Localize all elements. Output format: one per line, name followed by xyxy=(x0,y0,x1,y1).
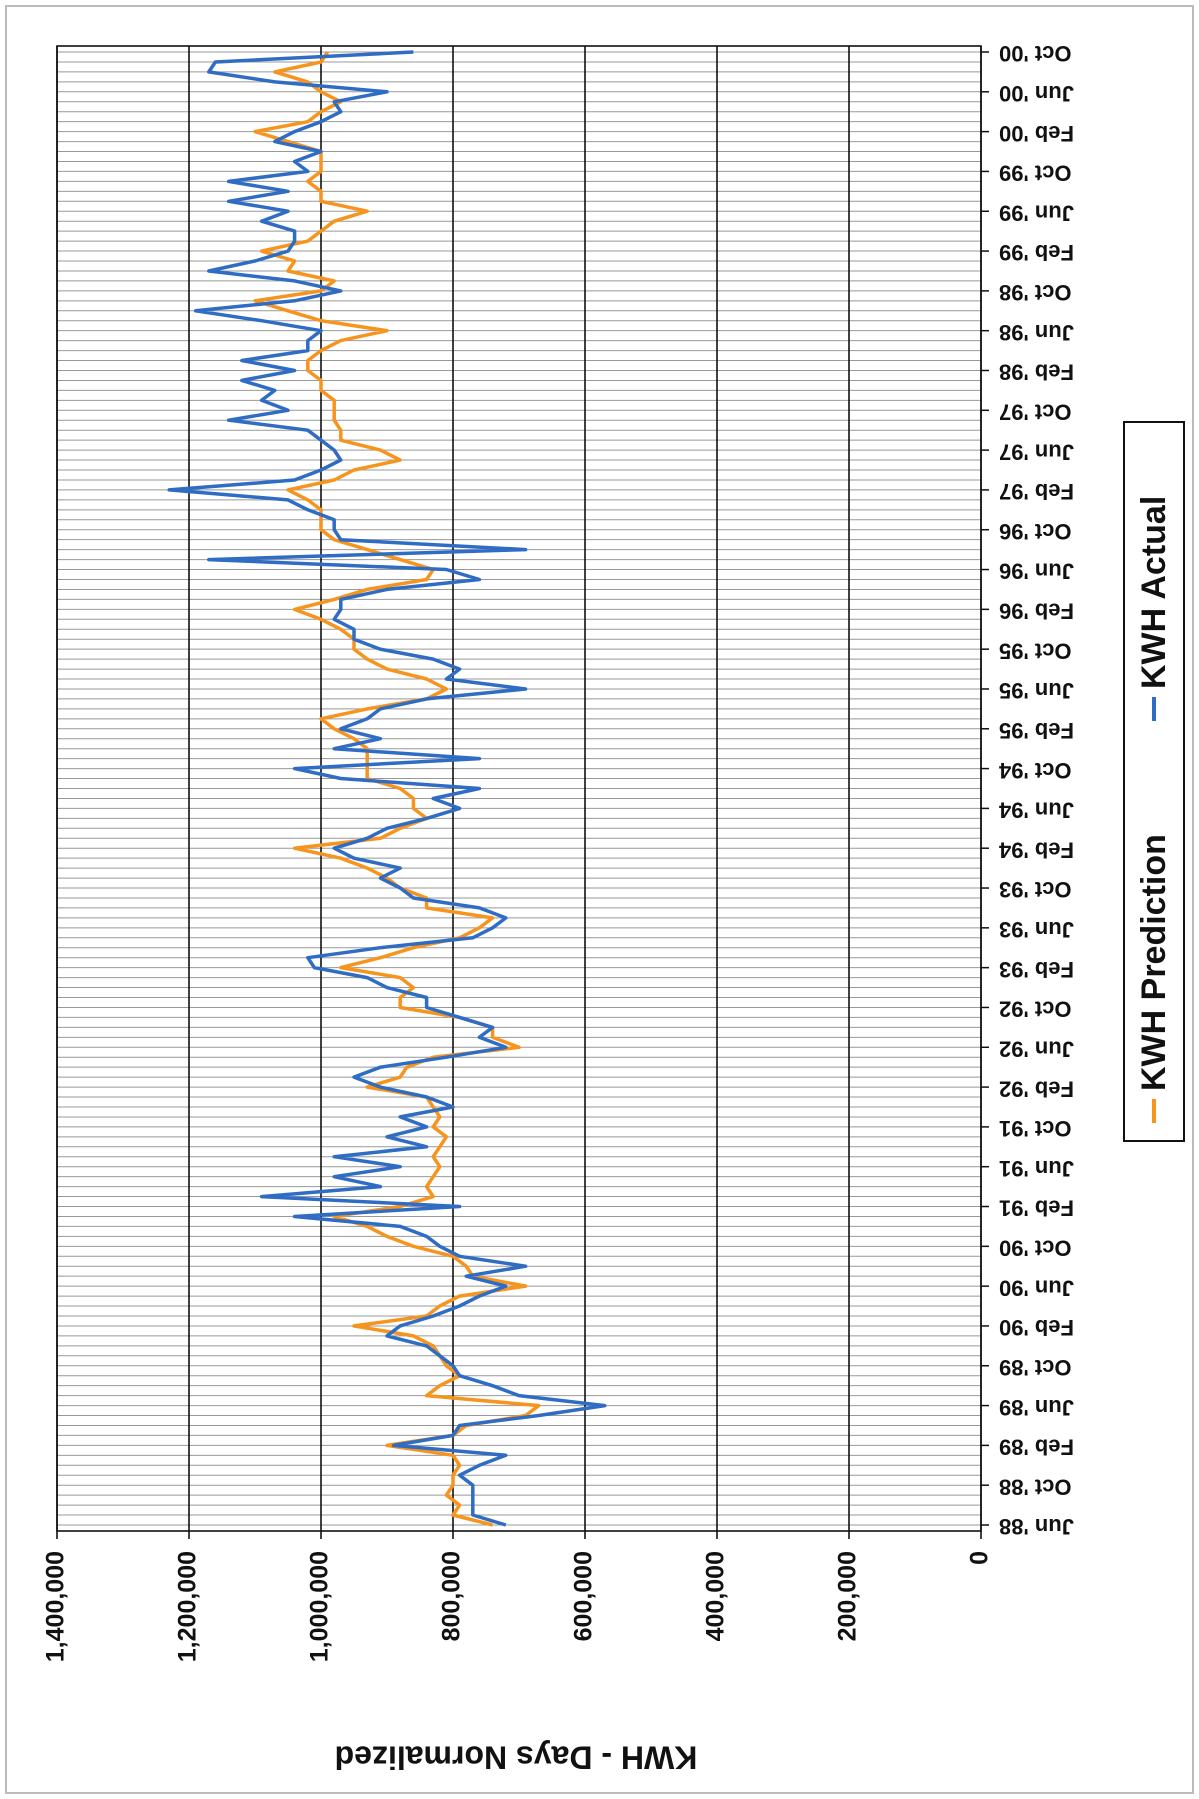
x-tick-label: Feb '97 xyxy=(999,479,1074,504)
x-tick-label: Feb '89 xyxy=(999,1435,1074,1460)
y-axis-title: KWH - Days Normalized xyxy=(335,1740,698,1776)
x-tick-label: Oct '97 xyxy=(999,399,1072,424)
x-tick-label: Oct '94 xyxy=(998,758,1071,783)
y-tick-label: 400,000 xyxy=(702,1551,730,1641)
x-tick-label: Oct '89 xyxy=(999,1355,1072,1380)
y-tick-label: 1,000,000 xyxy=(306,1551,334,1662)
plot-border xyxy=(56,45,982,1532)
x-tick-label: Oct '92 xyxy=(999,997,1072,1022)
y-tick-label: 600,000 xyxy=(570,1551,598,1641)
x-tick-label: Jun '00 xyxy=(999,81,1074,106)
x-tick-label: Jun '93 xyxy=(999,917,1074,942)
x-tick-label: Feb '00 xyxy=(999,121,1074,146)
x-tick-label: Feb '98 xyxy=(999,360,1074,385)
x-tick-label: Feb '95 xyxy=(999,718,1074,743)
x-tick-label: Oct '91 xyxy=(999,1116,1072,1141)
x-tick-label: Oct '00 xyxy=(999,41,1072,66)
x-tick-label: Feb '90 xyxy=(999,1315,1074,1340)
x-tick-label: Feb '92 xyxy=(999,1076,1074,1101)
x-tick-label: Jun '97 xyxy=(999,439,1074,464)
x-tick-label: Jun '98 xyxy=(999,320,1074,345)
x-tick-label: Jun '99 xyxy=(999,200,1074,225)
x-tick-label: Jun '88 xyxy=(999,1514,1074,1539)
frame xyxy=(5,5,1194,1794)
x-tick-label: Feb '94 xyxy=(998,837,1074,862)
x-tick-label: Feb '91 xyxy=(999,1196,1074,1221)
x-tick-label: Oct '95 xyxy=(999,638,1072,663)
y-tick-label: 0 xyxy=(966,1551,994,1565)
x-tick-label: Feb '93 xyxy=(999,957,1074,982)
x-tick-label: Jun '90 xyxy=(999,1275,1074,1300)
x-tick-label: Feb '96 xyxy=(999,599,1074,624)
y-tick-label: 200,000 xyxy=(834,1551,862,1641)
legend-label: KWH Prediction xyxy=(1135,834,1173,1091)
chart-body: KWH - Days Normalized 0 200,000 400,000 600… xyxy=(42,41,1185,1776)
x-tick-label: Jun '94 xyxy=(998,798,1074,823)
y-tick-label: 1,400,000 xyxy=(42,1551,70,1662)
legend-box xyxy=(1123,421,1185,1142)
x-tick-label: Jun '96 xyxy=(999,559,1074,584)
x-tick-label: Jun '95 xyxy=(999,678,1074,703)
x-tick-label: Oct '96 xyxy=(999,519,1072,544)
series-line xyxy=(253,51,541,1527)
legend-label: KWH Actual xyxy=(1135,496,1173,689)
x-tick-label: Feb '99 xyxy=(999,240,1074,265)
x-tick-label: Oct '88 xyxy=(999,1474,1072,1499)
series-line xyxy=(167,50,607,1527)
x-tick-label: Oct '93 xyxy=(999,877,1072,902)
x-tick-label: Oct '99 xyxy=(999,161,1072,186)
y-tick-label: 800,000 xyxy=(438,1551,466,1641)
x-tick-label: Jun '89 xyxy=(999,1395,1074,1420)
x-tick-label: Jun '91 xyxy=(999,1156,1074,1181)
x-tick-label: Oct '98 xyxy=(999,280,1072,305)
x-tick-label: Oct '90 xyxy=(999,1236,1072,1261)
x-tick-label: Jun '92 xyxy=(999,1036,1074,1061)
y-tick-label: 1,200,000 xyxy=(174,1551,202,1662)
